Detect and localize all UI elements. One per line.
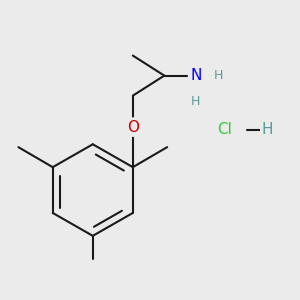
Text: N: N bbox=[190, 68, 202, 83]
Text: H: H bbox=[191, 95, 200, 108]
Text: O: O bbox=[127, 120, 139, 135]
Text: Cl: Cl bbox=[217, 122, 232, 137]
Text: H: H bbox=[214, 69, 224, 82]
Text: H: H bbox=[262, 122, 273, 137]
